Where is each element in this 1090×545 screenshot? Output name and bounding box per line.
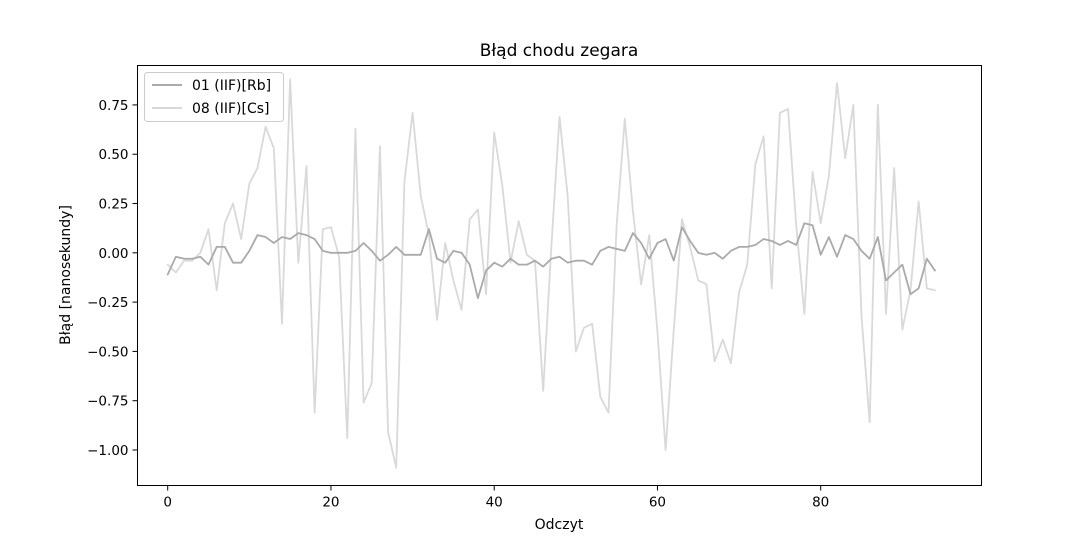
- y-tick-label: −0.75: [87, 394, 128, 410]
- x-tick-label: 80: [812, 495, 829, 511]
- legend-label-1: 01 (IIF)[Rb]: [192, 78, 271, 94]
- y-tick-label: −0.50: [87, 344, 128, 360]
- x-tick-label: 20: [322, 495, 339, 511]
- legend-label-2: 08 (IIF)[Cs]: [192, 101, 270, 117]
- y-axis-label: Błąd [nanosekundy]: [58, 205, 74, 345]
- legend: 01 (IIF)[Rb] 08 (IIF)[Cs]: [144, 72, 284, 122]
- y-tick-label: −1.00: [87, 443, 128, 459]
- y-tick-label: 0.75: [98, 98, 128, 114]
- plot-frame: [137, 65, 982, 486]
- series-line-1: [166, 222, 936, 300]
- x-tick-label: 60: [649, 495, 666, 511]
- chart-title: Błąd chodu zegara: [480, 41, 639, 61]
- x-tick-label: 0: [163, 495, 172, 511]
- series-line-2: [166, 78, 936, 469]
- y-tick-label: 0.50: [98, 147, 128, 163]
- x-axis-label: Odczyt: [535, 517, 584, 533]
- x-axis: 0 20 40 60 80: [163, 485, 829, 511]
- series-layer: [166, 78, 936, 469]
- y-tick-label: 0.00: [98, 246, 128, 262]
- y-tick-label: 0.25: [98, 197, 128, 213]
- y-tick-label: −0.25: [87, 295, 128, 311]
- x-tick-label: 40: [486, 495, 503, 511]
- y-axis: −1.00 −0.75 −0.50 −0.25 0.00 0.25 0.50 0.75: [87, 98, 138, 459]
